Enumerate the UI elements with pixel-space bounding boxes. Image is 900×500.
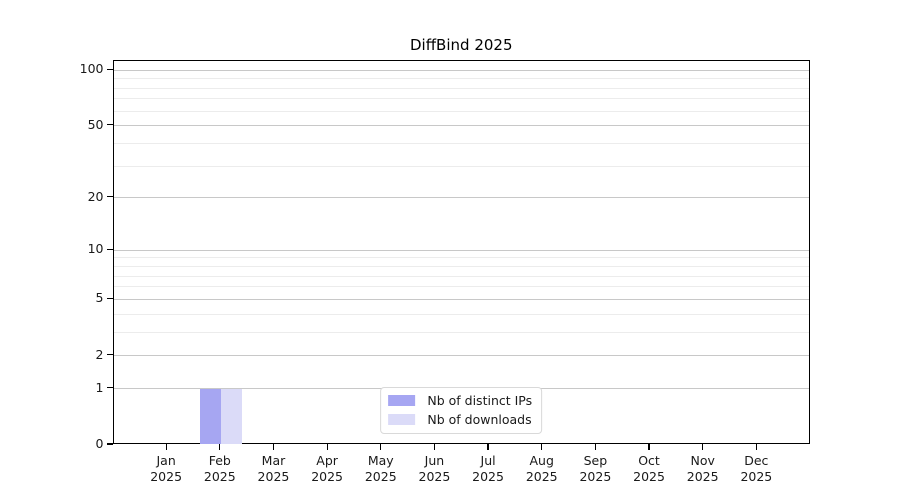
y-tick-mark: [106, 387, 113, 389]
gridline-major: [113, 249, 809, 251]
plot-area: Nb of distinct IPs Nb of downloads: [112, 60, 810, 444]
x-tick-mark: [326, 444, 328, 450]
x-tick-mark: [755, 444, 757, 450]
y-tick-label: 0: [95, 436, 104, 451]
x-tick-mark: [702, 444, 704, 450]
x-tick-mark: [487, 444, 489, 450]
y-tick-mark: [106, 297, 113, 300]
legend-swatch-distinct-ips: [388, 395, 416, 406]
gridline-minor: [113, 98, 809, 100]
y-tick-label: 100: [79, 61, 104, 77]
gridline-major: [113, 355, 809, 357]
gridline-major: [113, 197, 809, 199]
x-tick-label: Jul 2025: [472, 453, 504, 484]
x-tick-mark: [219, 444, 221, 450]
gridline-minor: [113, 110, 809, 112]
gridline-minor: [113, 275, 809, 277]
x-tick-mark: [165, 444, 167, 450]
x-tick-mark: [433, 444, 435, 450]
x-tick-label: May 2025: [364, 453, 397, 484]
gridline-minor: [113, 257, 809, 259]
x-tick-mark: [648, 444, 650, 450]
gridline-major: [113, 125, 809, 127]
y-tick-mark: [106, 354, 113, 356]
y-tick-label: 5: [95, 290, 104, 306]
x-tick-mark: [380, 444, 382, 450]
gridline-major: [113, 69, 809, 71]
x-tick-label: Jun 2025: [418, 453, 451, 484]
gridline-minor: [113, 87, 809, 89]
x-tick-label: Sep 2025: [579, 453, 612, 484]
gridline-minor: [113, 78, 809, 80]
y-tick-label: 1: [95, 379, 104, 395]
x-tick-label: Oct 2025: [633, 453, 665, 484]
y-tick-mark: [106, 196, 113, 198]
x-tick-mark: [594, 444, 596, 450]
x-tick-label: Apr 2025: [311, 453, 344, 484]
x-tick-label: Feb 2025: [203, 453, 236, 484]
y-tick-mark: [106, 124, 113, 126]
x-tick-label: Jan 2025: [150, 453, 183, 484]
y-tick-mark: [106, 443, 113, 445]
gridline-minor: [113, 165, 809, 167]
x-tick-mark: [272, 444, 275, 450]
x-tick-label: Dec 2025: [740, 453, 773, 484]
gridline-minor: [113, 142, 809, 144]
x-tick-mark: [541, 444, 543, 450]
legend-label-downloads: Nb of downloads: [427, 412, 532, 427]
x-tick-label: Aug 2025: [525, 453, 558, 484]
y-tick-label: 10: [87, 241, 104, 257]
gridline-minor: [113, 331, 809, 333]
gridline-minor: [113, 286, 809, 288]
x-tick-label: Mar 2025: [257, 453, 290, 484]
y-tick-mark: [106, 68, 113, 70]
gridline-minor: [113, 266, 809, 268]
legend-swatch-downloads: [388, 414, 416, 425]
y-tick-label: 20: [87, 188, 104, 204]
gridline-minor: [113, 313, 809, 315]
legend: Nb of distinct IPs Nb of downloads: [380, 387, 543, 434]
bar-nb-of-downloads-feb-2025: [220, 388, 242, 444]
chart-title: DiffBind 2025: [410, 36, 513, 54]
y-tick-label: 50: [87, 116, 104, 132]
legend-item-distinct-ips: Nb of distinct IPs: [388, 393, 532, 408]
bar-nb-of-distinct-ips-feb-2025: [199, 388, 221, 444]
y-tick-mark: [106, 248, 113, 250]
x-tick-label: Nov 2025: [686, 453, 719, 484]
legend-item-downloads: Nb of downloads: [388, 412, 532, 427]
gridline-major: [113, 298, 809, 300]
legend-label-distinct-ips: Nb of distinct IPs: [427, 393, 533, 408]
y-tick-label: 2: [95, 346, 104, 362]
